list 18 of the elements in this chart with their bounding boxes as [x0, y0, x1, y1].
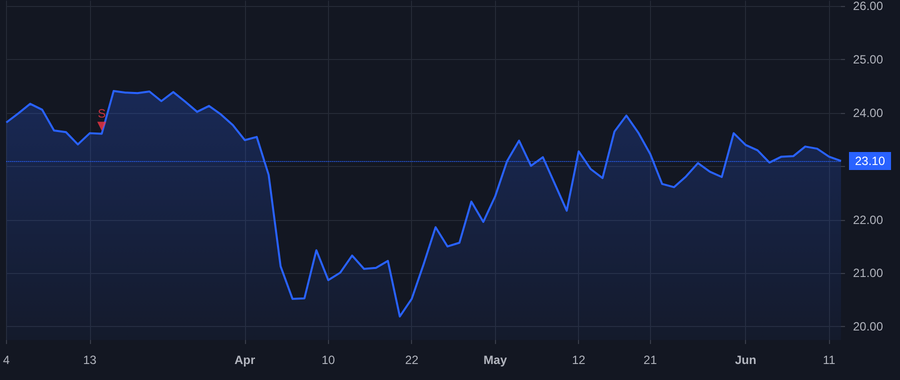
- y-tick-label: 22.00: [853, 212, 884, 227]
- series-label: S: [98, 106, 106, 121]
- y-tick-label: 21.00: [853, 266, 884, 280]
- y-tick-label: 25.00: [853, 52, 884, 66]
- x-tick-label: 13: [83, 353, 97, 367]
- x-tick-label: 22: [405, 353, 419, 367]
- x-tick-label: 10: [322, 353, 336, 367]
- x-tick-label: Apr: [234, 353, 256, 367]
- x-tick-label: 11: [822, 353, 836, 367]
- x-tick-label: 12: [572, 353, 586, 367]
- ref-line-label: 23.10: [855, 154, 886, 168]
- y-tick-label: 24.00: [853, 106, 884, 120]
- x-tick-label: 4: [2, 353, 10, 367]
- y-tick-label: 26.00: [853, 0, 884, 13]
- y-tick-label: 20.00: [853, 320, 884, 334]
- x-tick-label: May: [484, 353, 508, 367]
- x-tick-label: Jun: [734, 353, 756, 367]
- x-tick-label: 21: [644, 353, 658, 367]
